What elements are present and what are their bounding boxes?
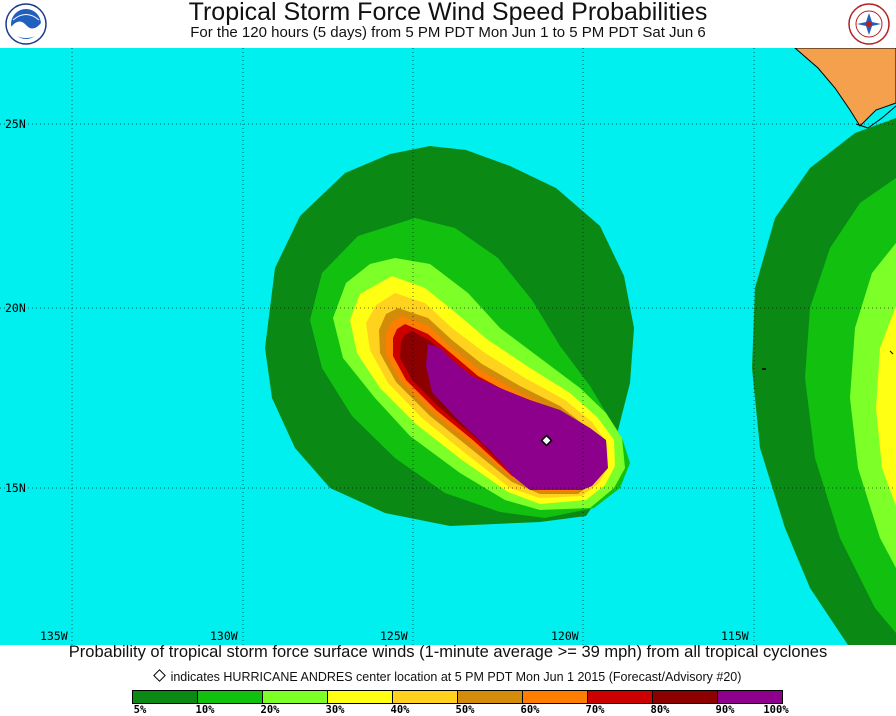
lon-label-130w: 130W bbox=[210, 629, 238, 643]
baja-california-land bbox=[794, 48, 896, 127]
legend-label: 40% bbox=[390, 704, 410, 716]
legend-label: 30% bbox=[325, 704, 345, 716]
andres-contours bbox=[265, 146, 634, 526]
lon-label-120w: 120W bbox=[551, 629, 579, 643]
lat-label-25n: 25N bbox=[5, 117, 26, 131]
eastern-system-contours bbox=[752, 118, 896, 645]
noaa-logo-icon bbox=[5, 3, 47, 45]
page-title: Tropical Storm Force Wind Speed Probabil… bbox=[188, 0, 708, 26]
legend-swatch bbox=[132, 691, 197, 703]
legend-swatch bbox=[652, 691, 717, 703]
legend-label: 50% bbox=[455, 704, 475, 716]
legend-swatch bbox=[262, 691, 327, 703]
contour-90 bbox=[426, 344, 608, 490]
legend-swatch bbox=[717, 691, 783, 703]
legend-label: 80% bbox=[650, 704, 670, 716]
lat-label-15n: 15N bbox=[5, 481, 26, 495]
legend-swatch bbox=[327, 691, 392, 703]
legend-labels: 5% 10% 20% 30% 40% 50% 60% 70% 80% 90% 100% bbox=[0, 704, 896, 716]
lon-label-135w: 135W bbox=[40, 629, 68, 643]
lon-label-125w: 125W bbox=[380, 629, 408, 643]
probability-legend bbox=[132, 690, 783, 704]
legend-swatch bbox=[392, 691, 457, 703]
lon-label-115w: 115W bbox=[721, 629, 749, 643]
legend-label: 20% bbox=[260, 704, 280, 716]
legend-label: 5% bbox=[133, 704, 147, 716]
page-subtitle: For the 120 hours (5 days) from 5 PM PDT… bbox=[190, 24, 706, 41]
contour-20-east bbox=[850, 243, 896, 568]
center-location-note: indicates HURRICANE ANDRES center locati… bbox=[0, 669, 896, 684]
probability-map: 25N 20N 15N 135W 130W 125W 120W 115W bbox=[0, 48, 896, 645]
header: Tropical Storm Force Wind Speed Probabil… bbox=[0, 0, 896, 48]
legend-swatch bbox=[587, 691, 652, 703]
legend-label: 60% bbox=[520, 704, 540, 716]
legend-swatch bbox=[522, 691, 587, 703]
map-caption: Probability of tropical storm force surf… bbox=[68, 643, 828, 661]
land-coast bbox=[855, 105, 896, 129]
legend-label: 10% bbox=[195, 704, 215, 716]
island-mark bbox=[889, 350, 894, 355]
contour-30-east bbox=[876, 306, 896, 506]
legend-label: 70% bbox=[585, 704, 605, 716]
storm-center-marker bbox=[540, 434, 553, 447]
center-location-text: indicates HURRICANE ANDRES center locati… bbox=[170, 670, 742, 684]
footer: Probability of tropical storm force surf… bbox=[0, 643, 896, 716]
legend-swatch bbox=[457, 691, 522, 703]
legend-label: 90% bbox=[715, 704, 735, 716]
graticule bbox=[0, 48, 896, 645]
legend-label: 100% bbox=[763, 704, 789, 716]
diamond-marker-icon bbox=[152, 669, 166, 682]
lat-label-20n: 20N bbox=[5, 301, 26, 315]
nws-logo-icon bbox=[848, 3, 890, 45]
legend-swatch bbox=[197, 691, 262, 703]
